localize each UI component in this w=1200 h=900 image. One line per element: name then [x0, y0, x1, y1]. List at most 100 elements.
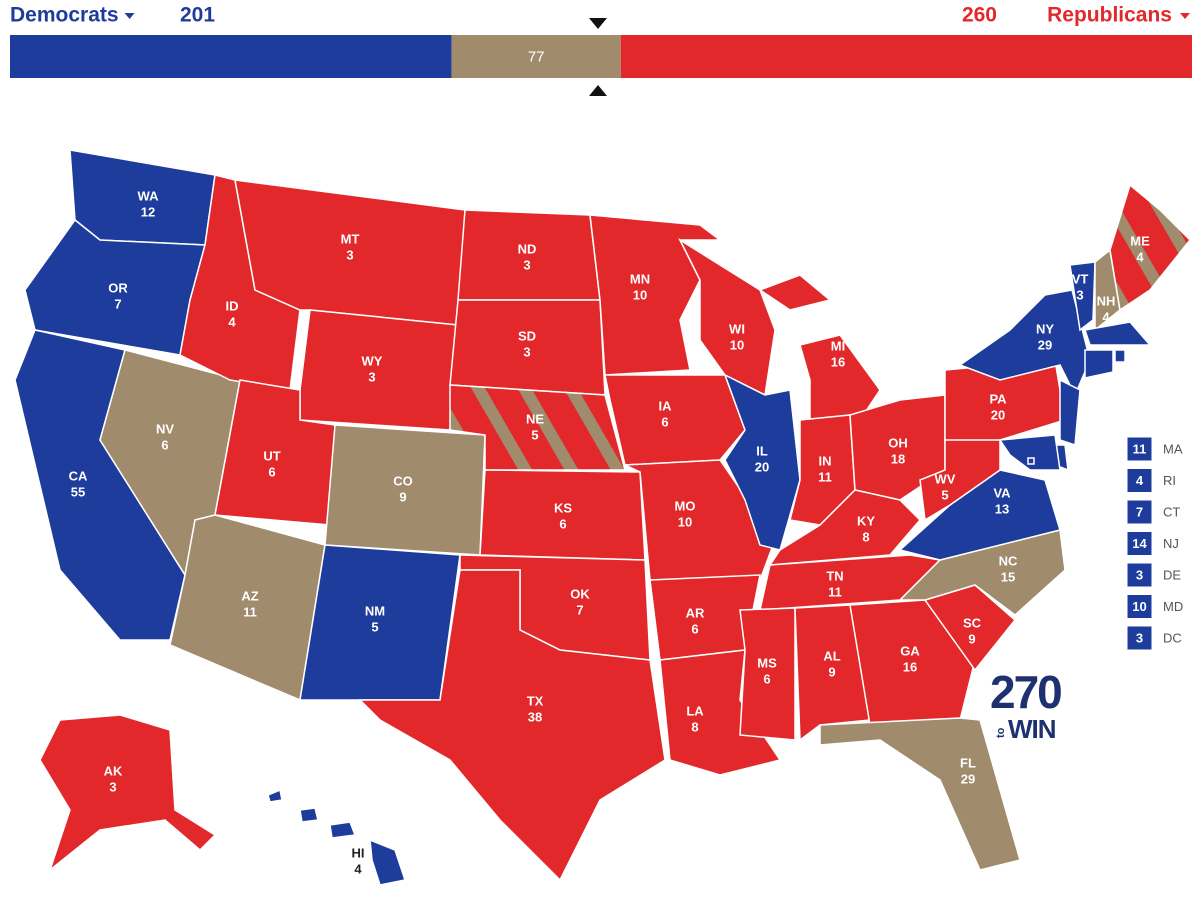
small-state-box: [1126, 436, 1153, 462]
small-state-box: [1126, 499, 1153, 525]
state-votes: 20: [755, 459, 769, 474]
state: [1084, 321, 1152, 346]
state-abbr: ID: [226, 298, 239, 313]
state-abbr: LA: [686, 703, 704, 718]
state-votes: 13: [995, 501, 1009, 516]
state-abbr: SC: [963, 615, 982, 630]
state-votes: 15: [1001, 569, 1015, 584]
state: [299, 544, 461, 701]
state-abbr: MS: [757, 655, 777, 670]
state-abbr: MT: [341, 231, 360, 246]
state-votes: 7: [114, 296, 121, 311]
state-votes: 11: [243, 604, 257, 619]
small-state-abbr: DC: [1163, 630, 1182, 645]
state-votes: 20: [991, 407, 1005, 422]
state-abbr: TN: [826, 568, 843, 583]
state-votes: 10: [678, 514, 692, 529]
state: [358, 569, 666, 882]
state-abbr: NH: [1097, 293, 1116, 308]
state-abbr: GA: [900, 643, 920, 658]
left-party-label[interactable]: Democrats: [10, 4, 119, 27]
small-state-votes: 11: [1133, 441, 1147, 456]
state: [723, 373, 801, 551]
small-state-box: [1126, 562, 1153, 588]
state-votes: 4: [354, 861, 362, 876]
state-votes: 4: [1102, 309, 1110, 324]
tally-segment: [451, 35, 621, 78]
state: [819, 717, 1021, 871]
state-abbr: NC: [999, 553, 1018, 568]
state-votes: 4: [228, 314, 236, 329]
state-votes: 9: [828, 664, 835, 679]
state-votes: 3: [523, 344, 530, 359]
left-total: 201: [180, 4, 215, 27]
state-abbr: AL: [823, 648, 840, 663]
state: [329, 821, 357, 839]
state: [1027, 457, 1035, 465]
state-votes: 6: [691, 621, 698, 636]
state-abbr: WI: [729, 321, 745, 336]
state-votes: 3: [368, 369, 375, 384]
midpoint-marker: [589, 85, 607, 96]
small-state-abbr: MD: [1163, 599, 1183, 614]
state-abbr: WV: [935, 471, 956, 486]
state-votes: 29: [961, 771, 975, 786]
dropdown-caret[interactable]: [1180, 13, 1190, 19]
small-state-votes: 3: [1136, 630, 1143, 645]
state-abbr: IN: [819, 453, 832, 468]
header: Democrats 201 260 Republicans 77: [10, 4, 1192, 96]
state-abbr: WY: [362, 353, 383, 368]
small-state-votes: 4: [1136, 473, 1144, 488]
tally-segment: [620, 35, 1192, 78]
state-votes: 7: [576, 602, 583, 617]
state-abbr: OR: [108, 280, 128, 295]
state-votes: 5: [371, 619, 378, 634]
state-abbr: WA: [138, 188, 160, 203]
small-state-box: [1126, 625, 1153, 651]
state-abbr: TX: [527, 693, 544, 708]
state: [1084, 349, 1114, 379]
state-abbr: CA: [69, 468, 88, 483]
state: [849, 599, 976, 726]
logo: 270 to WIN: [990, 666, 1063, 744]
state-votes: 6: [161, 437, 168, 452]
state-votes: 3: [109, 779, 116, 794]
logo-small: to: [995, 727, 1007, 738]
state: [299, 309, 459, 431]
state: [267, 788, 283, 803]
state: [1109, 183, 1192, 312]
right-party-label[interactable]: Republicans: [1047, 4, 1172, 27]
small-state-votes: 14: [1132, 536, 1147, 551]
small-state-votes: 7: [1136, 504, 1143, 519]
state-votes: 29: [1038, 337, 1052, 352]
state-abbr: KY: [857, 513, 875, 528]
state-abbr: HI: [352, 845, 365, 860]
state-abbr: CO: [393, 473, 413, 488]
state-abbr: FL: [960, 755, 976, 770]
state-abbr: MO: [675, 498, 696, 513]
state: [1069, 261, 1096, 332]
tally-bar: 77: [10, 35, 1192, 78]
state-abbr: KS: [554, 500, 572, 515]
state: [758, 274, 832, 311]
state-votes: 6: [559, 516, 566, 531]
state-votes: 18: [891, 451, 905, 466]
small-state-abbr: RI: [1163, 473, 1176, 488]
state-abbr: AZ: [241, 588, 258, 603]
state-votes: 6: [661, 414, 668, 429]
small-state-abbr: DE: [1163, 567, 1181, 582]
small-state-abbr: NJ: [1163, 536, 1179, 551]
state: [1114, 349, 1126, 363]
dropdown-caret[interactable]: [124, 13, 135, 19]
state-abbr: VA: [993, 485, 1011, 500]
state-votes: 11: [828, 584, 842, 599]
state-votes: 9: [399, 489, 406, 504]
state-votes: 3: [523, 257, 530, 272]
state: [39, 714, 217, 873]
tally-segment: [10, 35, 452, 78]
state-votes: 10: [730, 337, 744, 352]
state: [739, 607, 796, 741]
state: [678, 237, 776, 397]
tossup-total: 77: [528, 48, 545, 65]
